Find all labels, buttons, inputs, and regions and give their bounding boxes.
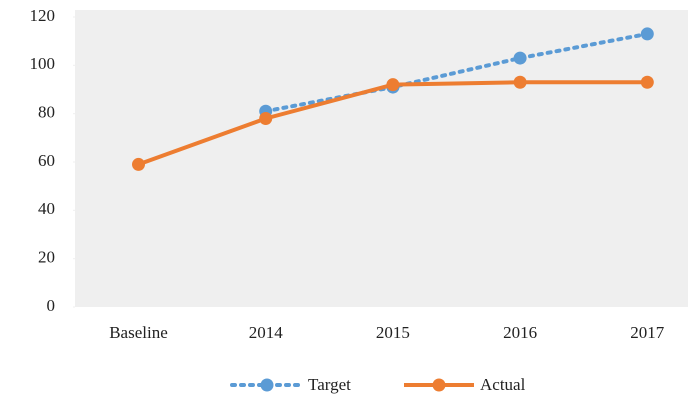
point bbox=[259, 112, 273, 125]
y-tick-label: 40 bbox=[38, 199, 55, 218]
series-line bbox=[263, 31, 650, 114]
y-tick-label: 20 bbox=[38, 248, 55, 267]
x-tick-label: 2015 bbox=[376, 323, 410, 342]
y-tick-label: 100 bbox=[30, 54, 56, 73]
y-tick-label: 0 bbox=[47, 296, 56, 315]
point bbox=[513, 51, 527, 65]
y-tick-label: 60 bbox=[38, 151, 55, 170]
x-tick-label: 2014 bbox=[249, 323, 284, 342]
plot-area bbox=[75, 10, 688, 307]
point bbox=[386, 78, 400, 92]
legend-marker bbox=[260, 378, 274, 392]
x-tick-label: 2016 bbox=[503, 323, 537, 342]
legend-marker bbox=[432, 378, 446, 392]
point bbox=[513, 75, 527, 89]
x-tick-label: 2017 bbox=[630, 323, 665, 342]
y-tick-label: 120 bbox=[30, 6, 56, 25]
point bbox=[640, 75, 654, 89]
x-tick-label: Baseline bbox=[109, 323, 168, 342]
legend-label: Actual bbox=[480, 375, 526, 394]
point bbox=[640, 27, 654, 41]
legend-label: Target bbox=[308, 375, 351, 394]
y-tick-label: 80 bbox=[38, 103, 55, 122]
point bbox=[132, 157, 145, 171]
